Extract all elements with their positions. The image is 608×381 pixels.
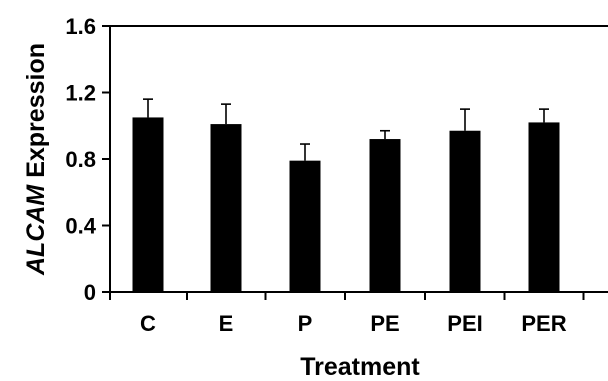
x-tick-label-per: PER — [521, 311, 566, 336]
bar-per — [528, 122, 560, 292]
y-tick-label: 1.2 — [65, 81, 96, 106]
bar-pei — [449, 130, 481, 292]
bar-c — [132, 117, 164, 292]
x-tick-label-e: E — [219, 311, 234, 336]
bar-e — [210, 124, 242, 293]
x-axis-title: Treatment — [300, 353, 420, 381]
error-bars — [143, 98, 549, 161]
bar-p — [289, 160, 321, 292]
y-tick-label: 0.4 — [65, 214, 96, 239]
x-tick-label-pe: PE — [370, 311, 399, 336]
x-tick-label-c: C — [140, 311, 156, 336]
y-axis-title-suffix: Expression — [22, 43, 50, 185]
y-tick-label: 0 — [84, 280, 96, 305]
x-axis-ticks — [109, 292, 585, 300]
y-axis-title-gene: ALCAM — [22, 184, 50, 276]
x-tick-label-p: P — [298, 311, 313, 336]
bars — [132, 117, 560, 293]
x-axis-labels: C E P PE PEI PER — [140, 311, 567, 336]
bar-pe — [369, 139, 401, 292]
y-axis-title: ALCAM Expression — [22, 43, 50, 276]
y-tick-label: 0.8 — [65, 147, 96, 172]
x-tick-label-pei: PEI — [447, 311, 482, 336]
y-axis-ticks: 0 0.4 0.8 1.2 1.6 — [65, 14, 110, 305]
y-tick-label: 1.6 — [65, 14, 96, 39]
